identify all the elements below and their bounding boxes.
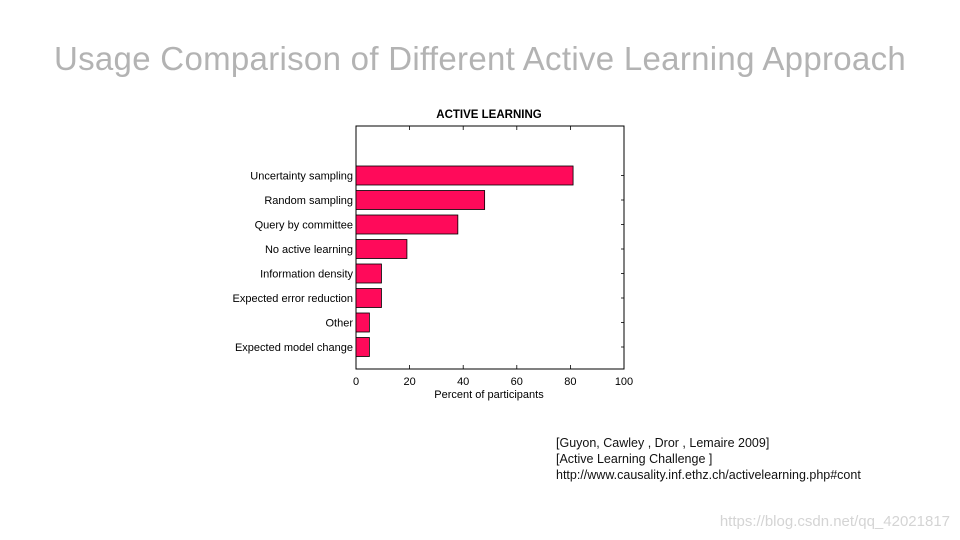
bar-uncertainty-sampling	[355, 165, 574, 186]
slide-title: Usage Comparison of Different Active Lea…	[53, 40, 907, 77]
x-tick-label: 100	[615, 376, 633, 388]
bar-information-density	[355, 263, 382, 284]
x-ticks: 0 20 40 60 80 100	[353, 126, 633, 388]
bar-expected-model-change	[355, 337, 370, 357]
bar-other	[355, 312, 370, 333]
reference-block: [Guyon, Cawley , Dror , Lemaire 2009] [A…	[556, 435, 861, 483]
category-label: Expected error reduction	[233, 293, 353, 305]
category-label: Expected model change	[235, 342, 353, 354]
reference-url: http://www.causality.inf.ethz.ch/activel…	[556, 468, 861, 482]
watermark: https://blog.csdn.net/qq_42021817	[719, 513, 950, 530]
x-tick-label: 80	[564, 376, 576, 388]
category-label: No active learning	[265, 244, 353, 256]
category-label: Random sampling	[264, 195, 353, 207]
x-tick-label: 0	[353, 376, 359, 388]
category-label: Query by committee	[255, 220, 353, 232]
chart-title: ACTIVE LEARNING	[436, 109, 541, 121]
bars-group	[355, 165, 574, 357]
category-label: Information density	[260, 269, 353, 281]
x-tick-label: 60	[511, 376, 523, 388]
bar-random-sampling	[355, 190, 486, 210]
x-tick-label: 20	[403, 376, 415, 388]
x-tick-label: 40	[457, 376, 469, 388]
bar-query-by-committee	[355, 214, 459, 235]
reference-citation: [Guyon, Cawley , Dror , Lemaire 2009]	[556, 436, 770, 450]
bar-expected-error-reduction	[355, 288, 382, 308]
category-label: Other	[325, 318, 353, 330]
category-label: Uncertainty sampling	[250, 171, 353, 183]
reference-challenge: [Active Learning Challenge ]	[556, 452, 713, 466]
bar-no-active-learning	[355, 239, 408, 259]
x-axis-label: Percent of participants	[434, 389, 544, 401]
category-labels: Uncertainty sampling Random sampling Query…	[233, 171, 354, 355]
